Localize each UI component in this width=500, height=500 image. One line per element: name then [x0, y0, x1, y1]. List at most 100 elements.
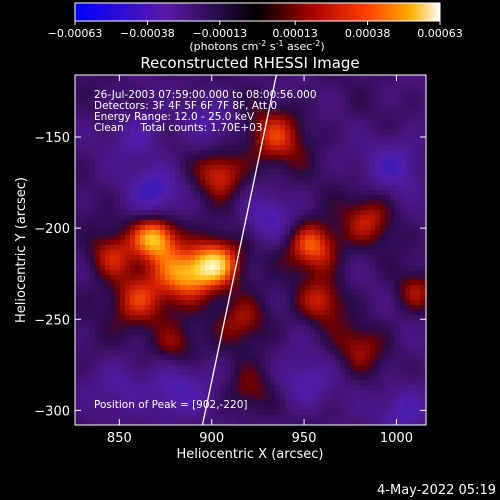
heatmap-cell [240, 420, 246, 425]
heatmap-cell [120, 140, 126, 146]
heatmap-cell [295, 330, 301, 336]
heatmap-cell [240, 205, 246, 211]
heatmap-cell [270, 205, 276, 211]
heatmap-cell [335, 180, 341, 186]
heatmap-cell [215, 125, 221, 131]
heatmap-cell [420, 105, 426, 111]
heatmap-cell [375, 130, 381, 136]
heatmap-cell [120, 355, 126, 361]
heatmap-cell [390, 95, 396, 101]
heatmap-cell [205, 210, 211, 216]
heatmap-cell [210, 335, 216, 341]
heatmap-cell [195, 350, 201, 356]
heatmap-cell [165, 250, 171, 256]
heatmap-cell [370, 330, 376, 336]
heatmap-cell [135, 380, 141, 386]
heatmap-cell [415, 265, 421, 271]
heatmap-cell [220, 265, 226, 271]
heatmap-cell [235, 345, 241, 351]
heatmap-cell [415, 420, 421, 425]
heatmap-cell [290, 415, 296, 421]
heatmap-cell [350, 350, 356, 356]
heatmap-cell [185, 400, 191, 406]
heatmap-cell [100, 260, 106, 266]
heatmap-cell [370, 355, 376, 361]
heatmap-cell [380, 325, 386, 331]
heatmap-cell [155, 145, 161, 151]
heatmap-cell [110, 75, 116, 81]
heatmap-cell [380, 135, 386, 141]
heatmap-cell [285, 365, 291, 371]
heatmap-cell [140, 245, 146, 251]
heatmap-cell [90, 385, 96, 391]
heatmap-cell [335, 270, 341, 276]
heatmap-cell [365, 275, 371, 281]
heatmap-cell [390, 110, 396, 116]
heatmap-cell [135, 225, 141, 231]
heatmap-cell [390, 90, 396, 96]
heatmap-cell [210, 245, 216, 251]
heatmap-cell [250, 105, 256, 111]
heatmap-cell [100, 265, 106, 271]
heatmap-cell [330, 420, 336, 425]
heatmap-cell [270, 80, 276, 86]
heatmap-cell [385, 295, 391, 301]
heatmap-cell [255, 175, 261, 181]
heatmap-cell [385, 335, 391, 341]
heatmap-cell [270, 150, 276, 156]
heatmap-cell [255, 325, 261, 331]
heatmap-cell [360, 245, 366, 251]
heatmap-cell [135, 315, 141, 321]
heatmap-cell [205, 90, 211, 96]
heatmap-cell [155, 190, 161, 196]
heatmap-cell [90, 290, 96, 296]
heatmap-cell [305, 210, 311, 216]
heatmap-cell [240, 175, 246, 181]
heatmap-cell [280, 410, 286, 416]
heatmap-cell [150, 190, 156, 196]
heatmap-cell [195, 190, 201, 196]
heatmap-cell [415, 350, 421, 356]
heatmap-cell [395, 335, 401, 341]
heatmap-cell [75, 245, 81, 251]
heatmap-cell [385, 105, 391, 111]
heatmap-cell [90, 110, 96, 116]
heatmap-cell [95, 380, 101, 386]
heatmap-cell [230, 265, 236, 271]
heatmap-cell [100, 185, 106, 191]
heatmap-cell [120, 285, 126, 291]
heatmap-cell [270, 165, 276, 171]
heatmap-cell [320, 270, 326, 276]
heatmap-cell [335, 90, 341, 96]
heatmap-cell [245, 240, 251, 246]
heatmap-cell [95, 370, 101, 376]
heatmap-cell [365, 235, 371, 241]
heatmap-cell [145, 230, 151, 236]
heatmap-cell [265, 170, 271, 176]
heatmap-cell [140, 165, 146, 171]
heatmap-cell [330, 105, 336, 111]
heatmap-cell [250, 290, 256, 296]
heatmap-cell [140, 135, 146, 141]
heatmap-cell [100, 370, 106, 376]
heatmap-cell [105, 325, 111, 331]
heatmap-cell [280, 205, 286, 211]
heatmap-cell [400, 410, 406, 416]
heatmap-cell [185, 125, 191, 131]
heatmap-cell [145, 340, 151, 346]
heatmap-cell [395, 250, 401, 256]
heatmap-cell [395, 85, 401, 91]
heatmap-cell [370, 385, 376, 391]
heatmap-cell [335, 240, 341, 246]
heatmap-cell [380, 300, 386, 306]
heatmap-cell [360, 415, 366, 421]
heatmap-cell [285, 140, 291, 146]
heatmap-cell [290, 275, 296, 281]
heatmap-cell [305, 225, 311, 231]
heatmap-cell [410, 335, 416, 341]
heatmap-cell [300, 385, 306, 391]
heatmap-cell [95, 115, 101, 121]
heatmap-cell [405, 150, 411, 156]
heatmap-cell [140, 295, 146, 301]
heatmap-cell [385, 250, 391, 256]
